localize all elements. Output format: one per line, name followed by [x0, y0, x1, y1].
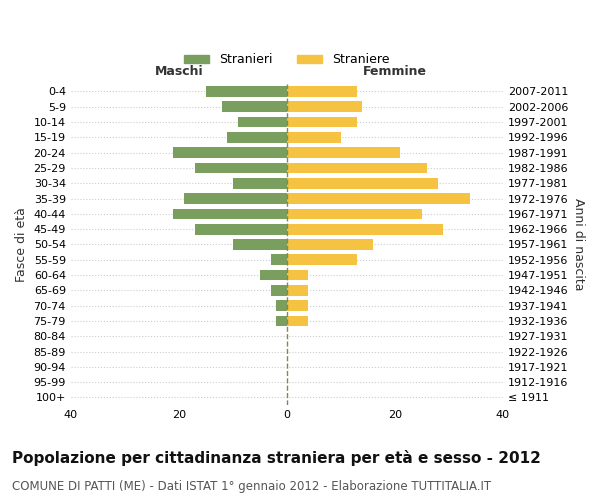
Bar: [260, 270, 287, 280]
Bar: [287, 239, 373, 250]
Bar: [287, 162, 427, 173]
Legend: Stranieri, Straniere: Stranieri, Straniere: [179, 48, 395, 72]
Bar: [276, 316, 287, 326]
Bar: [271, 285, 287, 296]
Bar: [184, 193, 287, 204]
Bar: [271, 254, 287, 265]
Bar: [287, 208, 422, 219]
Bar: [287, 178, 438, 188]
Bar: [287, 102, 362, 112]
Text: Femmine: Femmine: [363, 64, 427, 78]
Bar: [222, 102, 287, 112]
Text: Maschi: Maschi: [154, 64, 203, 78]
Bar: [276, 300, 287, 311]
Bar: [287, 270, 308, 280]
Bar: [173, 148, 287, 158]
Bar: [227, 132, 287, 142]
Bar: [287, 148, 400, 158]
Y-axis label: Anni di nascita: Anni di nascita: [572, 198, 585, 290]
Bar: [287, 116, 357, 128]
Bar: [233, 178, 287, 188]
Bar: [195, 224, 287, 234]
Bar: [287, 193, 470, 204]
Text: COMUNE DI PATTI (ME) - Dati ISTAT 1° gennaio 2012 - Elaborazione TUTTITALIA.IT: COMUNE DI PATTI (ME) - Dati ISTAT 1° gen…: [12, 480, 491, 493]
Bar: [287, 254, 357, 265]
Text: Popolazione per cittadinanza straniera per età e sesso - 2012: Popolazione per cittadinanza straniera p…: [12, 450, 541, 466]
Bar: [287, 132, 341, 142]
Y-axis label: Fasce di età: Fasce di età: [15, 207, 28, 282]
Bar: [195, 162, 287, 173]
Bar: [287, 86, 357, 97]
Bar: [287, 316, 308, 326]
Bar: [287, 224, 443, 234]
Bar: [173, 208, 287, 219]
Bar: [206, 86, 287, 97]
Bar: [287, 285, 308, 296]
Bar: [238, 116, 287, 128]
Bar: [233, 239, 287, 250]
Bar: [287, 300, 308, 311]
